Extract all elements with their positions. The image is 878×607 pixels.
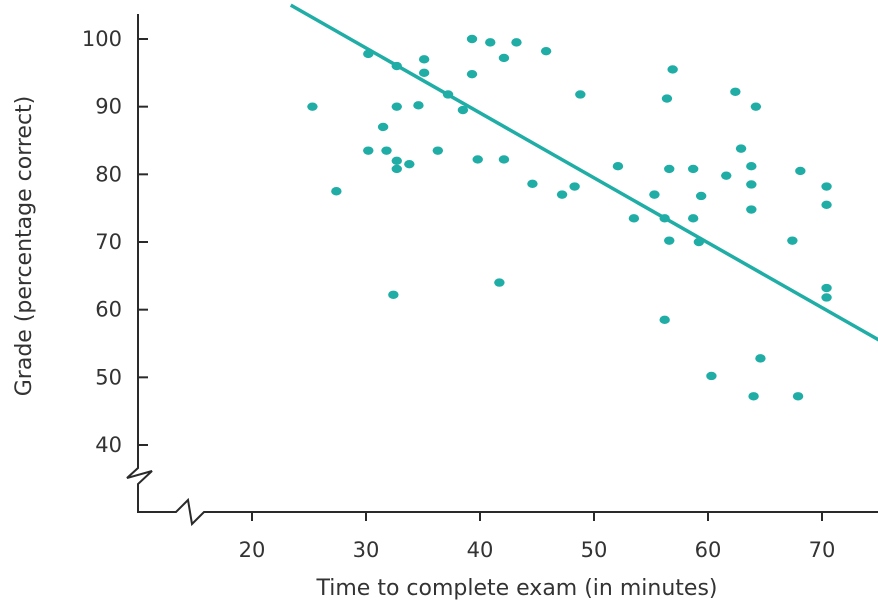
y-tick-label: 70 [95, 230, 122, 254]
data-point [649, 190, 660, 199]
data-point [687, 214, 699, 223]
axis-lines [126, 14, 878, 527]
data-point [748, 392, 759, 401]
data-points [307, 34, 832, 401]
data-point [494, 278, 505, 287]
data-point [391, 61, 402, 71]
data-point [377, 122, 389, 132]
data-point [664, 164, 675, 174]
data-point [363, 146, 374, 155]
data-point [661, 94, 673, 103]
y-tick-label: 100 [82, 27, 122, 51]
data-point [755, 354, 766, 363]
y-tick-label: 40 [95, 433, 122, 457]
data-point [746, 205, 757, 214]
data-point [569, 182, 580, 191]
data-point [667, 65, 678, 74]
y-tick-label: 60 [95, 298, 122, 322]
x-tick-label: 70 [809, 538, 836, 562]
data-point [331, 187, 342, 196]
data-point [821, 182, 832, 191]
data-point [466, 69, 478, 79]
data-point [628, 214, 640, 223]
y-tick-label: 90 [95, 95, 122, 119]
data-point [659, 315, 670, 325]
data-point [792, 392, 804, 401]
data-point [413, 101, 424, 110]
data-point [418, 55, 430, 64]
data-point [556, 190, 568, 199]
data-point [527, 179, 538, 189]
data-point [404, 159, 415, 169]
y-axis-ticks: 40 50 60 70 80 90 100 [82, 27, 148, 457]
data-point [795, 166, 806, 176]
data-point [307, 102, 318, 111]
data-point [664, 236, 675, 245]
x-tick-label: 20 [239, 538, 266, 562]
data-point [472, 155, 483, 164]
data-point [442, 90, 454, 99]
data-point [418, 68, 430, 78]
data-point [746, 180, 757, 189]
data-point [821, 293, 832, 302]
data-point [391, 156, 402, 165]
data-point [363, 49, 374, 59]
data-point [706, 371, 717, 381]
data-point [388, 290, 399, 299]
data-point [498, 53, 510, 63]
data-point [821, 283, 832, 293]
data-point [498, 155, 510, 164]
data-point [695, 191, 707, 201]
data-point [612, 162, 624, 171]
x-tick-label: 60 [695, 538, 722, 562]
data-point [746, 162, 757, 171]
data-point [540, 46, 552, 56]
x-tick-label: 30 [353, 538, 380, 562]
x-axis-title: Time to complete exam (in minutes) [315, 576, 717, 601]
data-point [659, 214, 670, 223]
trend-line [289, 3, 878, 342]
data-point [466, 34, 478, 44]
data-point [391, 164, 402, 174]
x-tick-label: 40 [467, 538, 494, 562]
data-point [787, 236, 798, 245]
data-point [391, 102, 402, 111]
x-axis-ticks: 20 30 40 50 60 70 [239, 512, 836, 562]
data-point [381, 146, 392, 155]
data-point [511, 38, 522, 47]
data-point [735, 144, 747, 153]
y-axis-title: Grade (percentage correct) [12, 96, 37, 397]
data-point [750, 102, 762, 111]
data-point [457, 105, 469, 115]
y-tick-label: 80 [95, 162, 122, 186]
data-point [485, 38, 496, 47]
data-point [693, 237, 705, 247]
axes [126, 14, 878, 527]
data-point [721, 171, 732, 180]
data-point [575, 90, 586, 99]
data-point [821, 200, 832, 209]
y-tick-label: 50 [95, 365, 122, 389]
data-point [687, 164, 699, 174]
data-point [432, 146, 444, 155]
data-point [730, 87, 741, 96]
x-tick-label: 50 [581, 538, 608, 562]
